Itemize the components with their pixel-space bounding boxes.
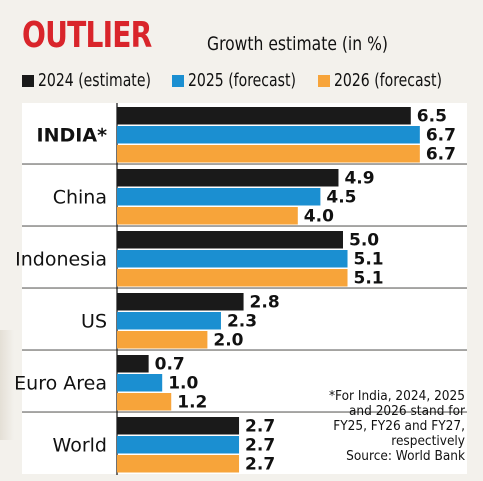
chart-subtitle: Growth estimate (in %) <box>207 33 388 55</box>
footnote-line: respectively <box>391 433 465 449</box>
bar <box>117 250 348 268</box>
bar <box>117 107 411 125</box>
bar <box>117 417 240 435</box>
category-label: INDIA* <box>37 125 108 147</box>
bar <box>117 374 163 392</box>
footnote-line: *For India, 2024, 2025 <box>328 388 465 404</box>
value-label: 5.1 <box>354 269 384 289</box>
legend: 2024 (estimate) 2025 (forecast) 2026 (fo… <box>22 69 482 93</box>
category-band <box>22 351 467 412</box>
legend-swatch-2024 <box>22 75 34 87</box>
footnote: *For India, 2024, 2025 and 2026 stand fo… <box>265 389 465 464</box>
legend-label-2026: 2026 (forecast) <box>334 70 442 91</box>
value-label: 4.5 <box>326 188 356 208</box>
bar <box>117 269 348 287</box>
bar <box>117 455 240 473</box>
value-label: 2.7 <box>245 455 275 475</box>
bar <box>117 312 221 330</box>
category-label: Euro Area <box>14 373 107 395</box>
value-label: 1.0 <box>168 374 198 394</box>
category-band <box>22 413 467 474</box>
category-band <box>22 289 467 350</box>
value-label: 6.7 <box>426 126 456 146</box>
value-label: 2.8 <box>250 293 280 313</box>
value-label: 0.7 <box>155 355 185 375</box>
bar <box>117 169 339 187</box>
value-label: 1.2 <box>177 393 207 413</box>
category-label: World <box>53 435 107 457</box>
value-label: 2.3 <box>227 312 257 332</box>
value-label: 4.9 <box>344 169 374 189</box>
bar <box>117 436 240 454</box>
legend-swatch-2025 <box>172 75 184 87</box>
legend-label-2024: 2024 (estimate) <box>38 70 151 91</box>
bar <box>117 207 298 225</box>
category-label: China <box>53 187 107 209</box>
value-label: 5.1 <box>354 250 384 270</box>
edge-shadow <box>0 330 14 440</box>
category-label: US <box>81 311 107 333</box>
value-label: 2.0 <box>213 331 243 351</box>
bar <box>117 145 420 163</box>
legend-label-2025: 2025 (forecast) <box>188 70 296 91</box>
bar <box>117 331 208 349</box>
category-label: Indonesia <box>15 249 107 271</box>
value-label: 6.5 <box>417 107 447 127</box>
value-label: 2.7 <box>245 436 275 456</box>
footnote-source: Source: World Bank <box>346 448 465 464</box>
bar <box>117 231 343 249</box>
bar <box>117 188 321 206</box>
legend-swatch-2026 <box>318 75 330 87</box>
value-label: 4.0 <box>304 207 334 227</box>
value-label: 2.7 <box>245 417 275 437</box>
bar <box>117 126 420 144</box>
footnote-line: and 2026 stand for <box>348 403 465 419</box>
bar <box>117 393 172 411</box>
chart-title: OUTLIER <box>22 15 152 56</box>
bar <box>117 355 149 373</box>
value-label: 6.7 <box>426 145 456 165</box>
bar <box>117 293 244 311</box>
value-label: 5.0 <box>349 231 379 251</box>
footnote-line: FY25, FY26 and FY27, <box>333 418 465 434</box>
